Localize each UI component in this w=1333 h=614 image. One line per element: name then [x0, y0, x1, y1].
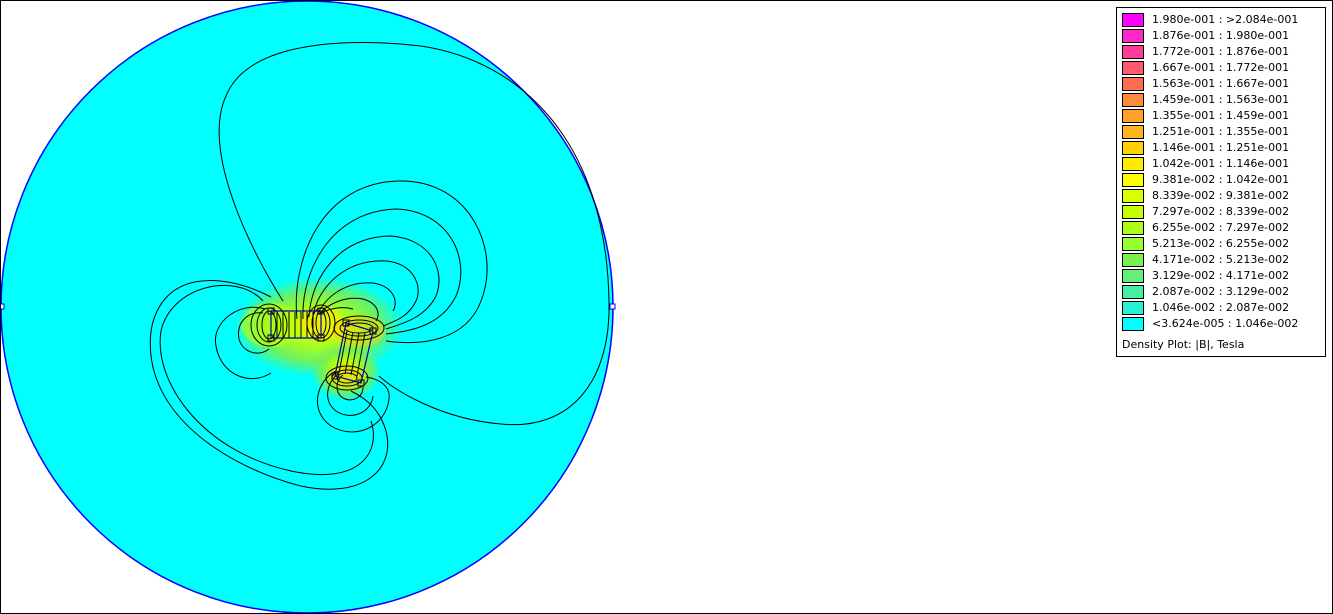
boundary-node-right	[609, 303, 616, 310]
legend-swatch	[1122, 141, 1144, 155]
legend-swatch	[1122, 221, 1144, 235]
legend-entry: 2.087e-002 : 3.129e-002	[1122, 284, 1322, 300]
legend-entry: 1.251e-001 : 1.355e-001	[1122, 124, 1322, 140]
legend-range-label: 1.042e-001 : 1.146e-001	[1152, 157, 1290, 170]
legend-range-label: <3.624e-005 : 1.046e-002	[1152, 317, 1299, 330]
legend-swatch	[1122, 285, 1144, 299]
legend-entry: 1.876e-001 : 1.980e-001	[1122, 28, 1322, 44]
legend-range-label: 1.980e-001 : >2.084e-001	[1152, 13, 1299, 26]
legend-entry: 7.297e-002 : 8.339e-002	[1122, 204, 1322, 220]
legend-range-label: 9.381e-002 : 1.042e-001	[1152, 173, 1290, 186]
legend-range-label: 1.146e-001 : 1.251e-001	[1152, 141, 1290, 154]
legend-entry: 9.381e-002 : 1.042e-001	[1122, 172, 1322, 188]
legend-range-label: 5.213e-002 : 6.255e-002	[1152, 237, 1290, 250]
legend-range-label: 1.459e-001 : 1.563e-001	[1152, 93, 1290, 106]
legend-range-label: 3.129e-002 : 4.171e-002	[1152, 269, 1290, 282]
legend-swatch	[1122, 13, 1144, 27]
legend-range-label: 6.255e-002 : 7.297e-002	[1152, 221, 1290, 234]
legend-entry: 8.339e-002 : 9.381e-002	[1122, 188, 1322, 204]
legend-entry: 1.355e-001 : 1.459e-001	[1122, 108, 1322, 124]
legend-swatch	[1122, 157, 1144, 171]
legend-swatch	[1122, 29, 1144, 43]
legend-range-label: 4.171e-002 : 5.213e-002	[1152, 253, 1290, 266]
legend-entry: 4.171e-002 : 5.213e-002	[1122, 252, 1322, 268]
density-legend: 1.980e-001 : >2.084e-001 1.876e-001 : 1.9…	[1116, 7, 1326, 357]
legend-entry: 6.255e-002 : 7.297e-002	[1122, 220, 1322, 236]
legend-entry: 3.129e-002 : 4.171e-002	[1122, 268, 1322, 284]
legend-title: Density Plot: |B|, Tesla	[1122, 338, 1245, 351]
legend-swatch	[1122, 189, 1144, 203]
legend-entry: 1.146e-001 : 1.251e-001	[1122, 140, 1322, 156]
legend-swatch	[1122, 205, 1144, 219]
legend-swatch	[1122, 317, 1144, 331]
legend-range-label: 1.046e-002 : 2.087e-002	[1152, 301, 1290, 314]
legend-swatch	[1122, 301, 1144, 315]
conductor-nodes	[267, 307, 377, 387]
legend-swatch	[1122, 77, 1144, 91]
legend-entry: 1.459e-001 : 1.563e-001	[1122, 92, 1322, 108]
legend-entry: 1.563e-001 : 1.667e-001	[1122, 76, 1322, 92]
legend-range-label: 1.355e-001 : 1.459e-001	[1152, 109, 1290, 122]
legend-range-label: 1.251e-001 : 1.355e-001	[1152, 125, 1290, 138]
legend-entry: 1.042e-001 : 1.146e-001	[1122, 156, 1322, 172]
legend-swatch	[1122, 237, 1144, 251]
legend-swatch	[1122, 61, 1144, 75]
legend-entry: 5.213e-002 : 6.255e-002	[1122, 236, 1322, 252]
legend-swatch	[1122, 253, 1144, 267]
legend-swatch	[1122, 173, 1144, 187]
legend-swatch	[1122, 125, 1144, 139]
legend-entry: <3.624e-005 : 1.046e-002	[1122, 316, 1322, 332]
legend-swatch	[1122, 269, 1144, 283]
legend-range-label: 1.772e-001 : 1.876e-001	[1152, 45, 1290, 58]
legend-entry: 1.046e-002 : 2.087e-002	[1122, 300, 1322, 316]
conductor-outlines	[270, 310, 374, 384]
legend-entry: 1.980e-001 : >2.084e-001	[1122, 12, 1322, 28]
legend-swatch	[1122, 109, 1144, 123]
legend-entry: 1.667e-001 : 1.772e-001	[1122, 60, 1322, 76]
boundary-node-left	[1, 303, 5, 310]
flux-contours	[149, 42, 610, 490]
legend-range-label: 1.563e-001 : 1.667e-001	[1152, 77, 1290, 90]
legend-range-label: 7.297e-002 : 8.339e-002	[1152, 205, 1290, 218]
legend-swatch	[1122, 45, 1144, 59]
legend-swatch	[1122, 93, 1144, 107]
legend-entry: 1.772e-001 : 1.876e-001	[1122, 44, 1322, 60]
legend-range-label: 2.087e-002 : 3.129e-002	[1152, 285, 1290, 298]
legend-range-label: 1.876e-001 : 1.980e-001	[1152, 29, 1290, 42]
legend-range-label: 8.339e-002 : 9.381e-002	[1152, 189, 1290, 202]
legend-range-label: 1.667e-001 : 1.772e-001	[1152, 61, 1290, 74]
